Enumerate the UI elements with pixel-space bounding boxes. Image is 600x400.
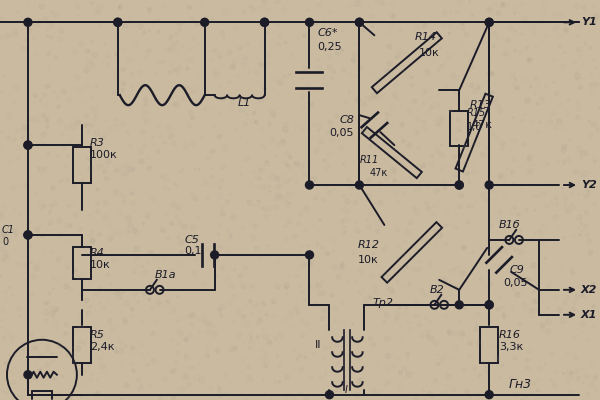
Circle shape bbox=[455, 181, 463, 189]
Text: R3: R3 bbox=[90, 138, 105, 148]
Text: C8: C8 bbox=[340, 115, 354, 125]
Text: Tp2: Tp2 bbox=[373, 298, 394, 308]
Bar bbox=[382, 222, 442, 283]
Bar bbox=[455, 94, 493, 172]
Text: L1: L1 bbox=[238, 98, 251, 108]
Circle shape bbox=[485, 18, 493, 26]
Text: Y1: Y1 bbox=[581, 17, 597, 27]
Text: 10к: 10к bbox=[419, 48, 440, 58]
Circle shape bbox=[355, 18, 364, 26]
Bar bbox=[362, 127, 422, 178]
Bar bbox=[73, 247, 91, 279]
Bar bbox=[372, 32, 442, 93]
Text: B2: B2 bbox=[429, 285, 444, 295]
Text: C5: C5 bbox=[185, 235, 200, 245]
Text: B1б: B1б bbox=[499, 220, 521, 230]
Circle shape bbox=[485, 301, 493, 309]
Text: I: I bbox=[344, 385, 347, 395]
Circle shape bbox=[24, 371, 32, 379]
Circle shape bbox=[200, 18, 209, 26]
Text: X1: X1 bbox=[581, 310, 598, 320]
Text: R11: R11 bbox=[359, 155, 379, 165]
Text: 3,3к: 3,3к bbox=[499, 342, 523, 352]
Text: C6*: C6* bbox=[317, 28, 338, 38]
Text: 0: 0 bbox=[2, 237, 8, 247]
Circle shape bbox=[325, 391, 334, 399]
Text: Y2: Y2 bbox=[581, 180, 597, 190]
Bar bbox=[73, 147, 91, 183]
Text: 10к: 10к bbox=[358, 255, 378, 265]
Text: 0,25: 0,25 bbox=[317, 42, 342, 52]
Bar bbox=[73, 327, 91, 363]
Text: X2: X2 bbox=[581, 285, 598, 295]
Bar bbox=[450, 111, 468, 146]
Text: R4: R4 bbox=[90, 248, 105, 258]
Text: 100к: 100к bbox=[90, 150, 118, 160]
Circle shape bbox=[114, 18, 122, 26]
Text: Гн3: Гн3 bbox=[509, 378, 532, 391]
Text: R13: R13 bbox=[469, 100, 491, 110]
Text: 2,4к: 2,4к bbox=[90, 342, 115, 352]
Circle shape bbox=[485, 301, 493, 309]
Circle shape bbox=[24, 231, 32, 239]
Circle shape bbox=[114, 18, 122, 26]
Circle shape bbox=[24, 141, 32, 149]
Text: C1: C1 bbox=[2, 225, 15, 235]
Circle shape bbox=[305, 18, 313, 26]
Circle shape bbox=[305, 181, 313, 189]
Text: R12: R12 bbox=[358, 240, 379, 250]
Circle shape bbox=[305, 251, 313, 259]
Circle shape bbox=[24, 18, 32, 26]
Circle shape bbox=[24, 141, 32, 149]
Circle shape bbox=[455, 301, 463, 309]
Circle shape bbox=[455, 181, 463, 189]
Circle shape bbox=[24, 231, 32, 239]
Text: B1a: B1a bbox=[155, 270, 176, 280]
Circle shape bbox=[260, 18, 269, 26]
Text: R16: R16 bbox=[499, 330, 521, 340]
Circle shape bbox=[260, 18, 269, 26]
Text: 1,0: 1,0 bbox=[467, 122, 482, 132]
Bar bbox=[480, 327, 498, 363]
Text: R14: R14 bbox=[414, 32, 436, 42]
Circle shape bbox=[355, 18, 364, 26]
Text: 47к: 47к bbox=[471, 120, 492, 130]
Circle shape bbox=[485, 391, 493, 399]
Text: 47к: 47к bbox=[370, 168, 388, 178]
Circle shape bbox=[211, 251, 218, 259]
Text: 10к: 10к bbox=[90, 260, 110, 270]
Text: C9: C9 bbox=[509, 265, 524, 275]
Circle shape bbox=[355, 181, 364, 189]
Text: R5: R5 bbox=[90, 330, 105, 340]
Text: R15: R15 bbox=[467, 108, 487, 118]
Circle shape bbox=[485, 181, 493, 189]
Circle shape bbox=[485, 18, 493, 26]
Text: 0,05: 0,05 bbox=[503, 278, 527, 288]
Text: 0,05: 0,05 bbox=[329, 128, 354, 138]
Text: II: II bbox=[314, 340, 321, 350]
Text: 0,1: 0,1 bbox=[185, 246, 202, 256]
